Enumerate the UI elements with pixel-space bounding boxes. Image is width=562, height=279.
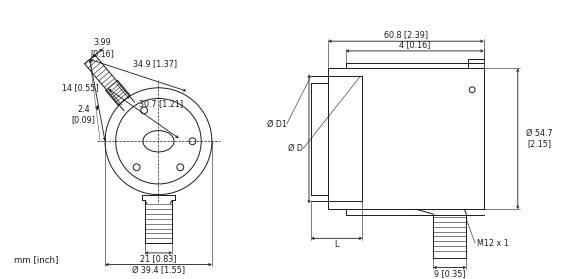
- Text: Ø 54.7
[2.15]: Ø 54.7 [2.15]: [526, 129, 552, 148]
- Text: 60.8 [2.39]: 60.8 [2.39]: [384, 30, 428, 39]
- Text: 9 [0.35]: 9 [0.35]: [434, 269, 465, 278]
- Text: Ø 39.4 [1.55]: Ø 39.4 [1.55]: [132, 266, 185, 275]
- Text: 3.99
[0.16]: 3.99 [0.16]: [90, 38, 115, 58]
- Text: mm [inch]: mm [inch]: [13, 256, 58, 264]
- Text: 4 [0.16]: 4 [0.16]: [399, 40, 430, 50]
- Text: Ø D1: Ø D1: [267, 120, 287, 129]
- Text: L: L: [334, 240, 339, 249]
- Text: 21 [0.83]: 21 [0.83]: [140, 254, 176, 263]
- Text: 14 [0.55]: 14 [0.55]: [62, 83, 98, 92]
- Text: M12 x 1: M12 x 1: [477, 239, 509, 248]
- Text: 30.7 [1.21]: 30.7 [1.21]: [139, 99, 183, 108]
- Text: 34.9 [1.37]: 34.9 [1.37]: [133, 59, 176, 68]
- Text: Ø D: Ø D: [288, 144, 302, 153]
- Text: 2.4
[0.09]: 2.4 [0.09]: [72, 105, 96, 124]
